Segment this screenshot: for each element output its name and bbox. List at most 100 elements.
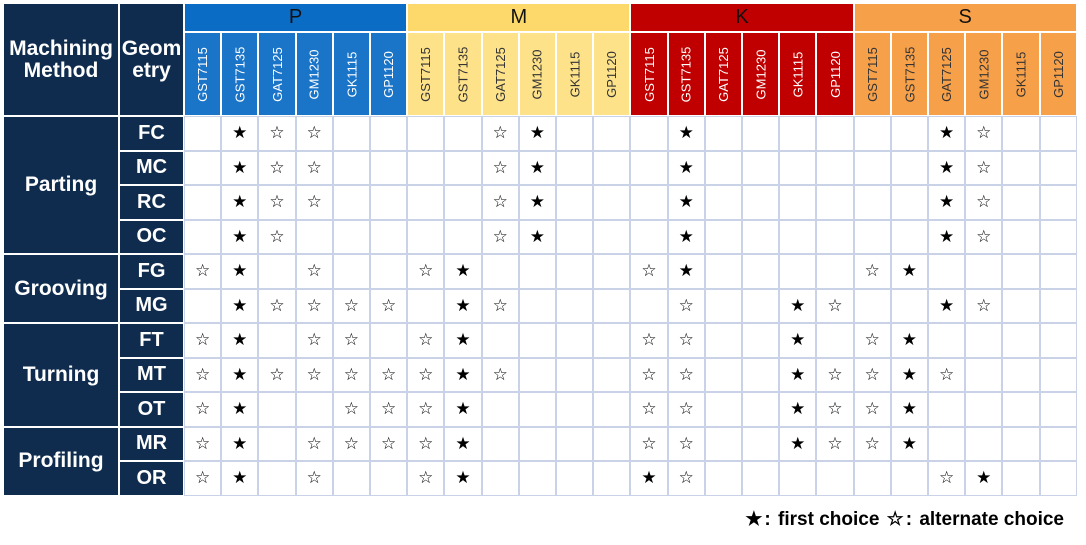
alternate-choice-star-icon: ☆: [306, 157, 322, 177]
table-cell: [630, 288, 668, 323]
grade-label: GK1115: [790, 51, 806, 97]
grade-label: GST7135: [232, 46, 248, 102]
first-choice-star-icon: ★: [901, 330, 918, 350]
table-cell: ☆: [407, 461, 445, 496]
table-cell: [518, 254, 556, 289]
table-cell: ☆: [258, 185, 296, 220]
table-cell: [1039, 150, 1077, 185]
grade-label: GST7135: [455, 46, 471, 102]
alternate-choice-star-icon: ☆: [418, 433, 434, 453]
table-cell: [1039, 392, 1077, 427]
first-choice-star-icon: ★: [901, 433, 918, 453]
alternate-choice-star-icon: ☆: [864, 433, 880, 453]
table-cell: [593, 116, 631, 151]
table-cell: [370, 116, 408, 151]
geometry-cell: FT: [119, 323, 184, 358]
alternate-choice-star-icon: ☆: [641, 261, 657, 281]
table-cell: [1002, 357, 1040, 392]
table-cell: ☆: [407, 254, 445, 289]
table-cell: ☆: [407, 323, 445, 358]
table-cell: ☆: [853, 426, 891, 461]
table-cell: ★: [890, 392, 928, 427]
table-cell: [556, 116, 594, 151]
first-choice-star-icon: ★: [455, 433, 471, 453]
alternate-choice-star-icon: ☆: [886, 509, 904, 530]
table-cell: ☆: [370, 288, 408, 323]
table-cell: [444, 185, 482, 220]
first-choice-star-icon: ★: [790, 330, 806, 350]
grade-label: GK1115: [343, 51, 359, 97]
table-cell: [704, 426, 742, 461]
table-cell: ☆: [965, 150, 1003, 185]
grade-header: GAT7125: [928, 32, 966, 116]
table-cell: [1039, 426, 1077, 461]
first-choice-star-icon: ★: [901, 399, 918, 419]
table-cell: [779, 219, 817, 254]
first-choice-star-icon: ★: [938, 226, 955, 246]
table-cell: ★: [890, 254, 928, 289]
table-cell: ☆: [184, 323, 222, 358]
first-choice-star-icon: ★: [232, 226, 248, 246]
table-cell: [407, 185, 445, 220]
table-cell: ☆: [295, 426, 333, 461]
grade-label: GAT7125: [269, 46, 285, 102]
geometry-cell: OT: [119, 392, 184, 427]
table-cell: [1002, 185, 1040, 220]
grade-label: GP1120: [381, 50, 397, 98]
table-cell: [481, 392, 519, 427]
alternate-choice-star-icon: ☆: [418, 330, 434, 350]
grade-label: GAT7125: [492, 46, 508, 102]
grade-label: GAT7125: [715, 46, 731, 102]
alternate-choice-star-icon: ☆: [641, 433, 657, 453]
alternate-choice-star-icon: ☆: [678, 468, 694, 488]
grade-header: GST7115: [407, 32, 445, 116]
first-choice-star-icon: ★: [938, 295, 955, 315]
table-cell: [593, 150, 631, 185]
alternate-choice-star-icon: ☆: [976, 192, 992, 212]
table-cell: [779, 461, 817, 496]
geometry-cell: MR: [119, 426, 184, 461]
table-cell: [816, 323, 854, 358]
table-cell: [704, 461, 742, 496]
table-cell: [742, 254, 780, 289]
table-cell: ★: [221, 392, 259, 427]
legend-separator: :: [905, 509, 913, 530]
alternate-choice-star-icon: ☆: [343, 433, 360, 453]
alternate-choice-star-icon: ☆: [827, 433, 843, 453]
table-cell: ★: [667, 116, 705, 151]
table-cell: [742, 185, 780, 220]
legend-separator: :: [764, 509, 771, 530]
alternate-choice-star-icon: ☆: [864, 261, 880, 281]
grade-header: GP1120: [1039, 32, 1077, 116]
table-cell: [518, 426, 556, 461]
table-cell: [332, 461, 370, 496]
grade-label: GST7115: [864, 46, 880, 102]
table-cell: [704, 150, 742, 185]
table-cell: ★: [779, 357, 817, 392]
first-choice-star-icon: ★: [232, 295, 248, 315]
alternate-choice-star-icon: ☆: [306, 330, 322, 350]
legend: ★: first choice ☆: alternate choice: [743, 508, 1064, 531]
table-cell: ★: [221, 116, 259, 151]
table-cell: ☆: [295, 323, 333, 358]
grade-header: GST7135: [444, 32, 482, 116]
table-cell: [295, 392, 333, 427]
table-cell: [481, 426, 519, 461]
alternate-choice-star-icon: ☆: [343, 399, 360, 419]
grade-header: GK1115: [779, 32, 817, 116]
table-cell: ★: [221, 461, 259, 496]
table-cell: [258, 254, 296, 289]
table-cell: [593, 254, 631, 289]
table-cell: [184, 116, 222, 151]
table-cell: ★: [444, 254, 482, 289]
table-cell: [518, 392, 556, 427]
table-cell: [593, 288, 631, 323]
table-cell: ☆: [667, 392, 705, 427]
table-cell: [853, 150, 891, 185]
grade-label: GST7115: [641, 46, 657, 102]
alternate-choice-star-icon: ☆: [492, 157, 508, 177]
table-cell: ☆: [295, 461, 333, 496]
table-cell: [1002, 288, 1040, 323]
first-choice-star-icon: ★: [790, 433, 806, 453]
table-cell: ☆: [630, 357, 668, 392]
